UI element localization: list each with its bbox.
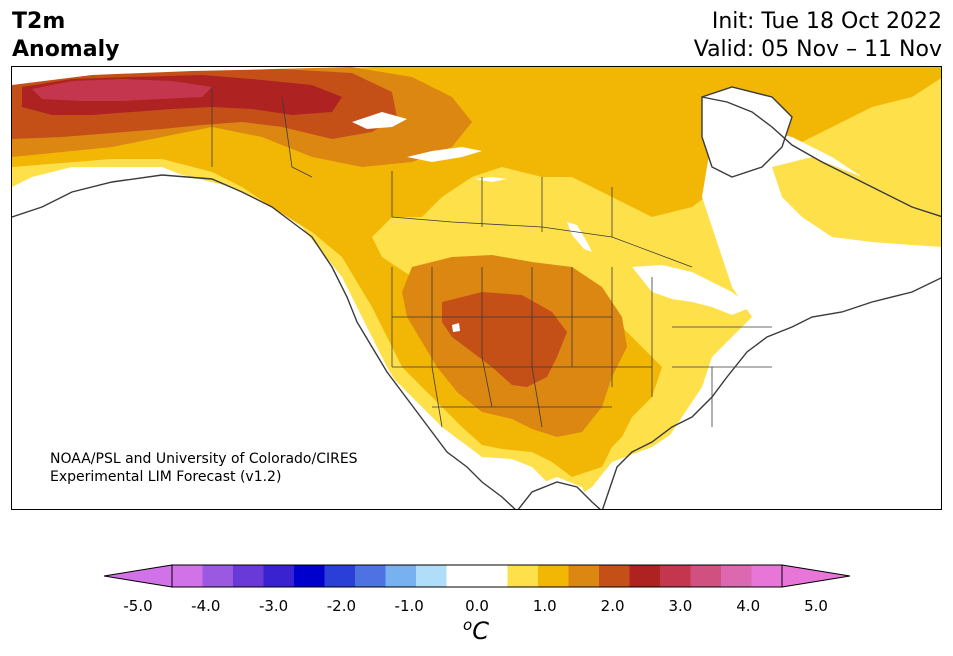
colorbar-cell	[660, 565, 691, 587]
credit-line-1: NOAA/PSL and University of Colorado/CIRE…	[50, 451, 358, 467]
colorbar-cell	[568, 565, 600, 587]
credit-line-2: Experimental LIM Forecast (v1.2)	[50, 469, 281, 485]
ocean-pacific	[12, 175, 510, 509]
great-lakes	[632, 265, 752, 315]
state-province-borders	[211, 87, 772, 428]
colorbar-tick-label: 3.0	[668, 597, 693, 615]
forecast-dates: Init: Tue 18 Oct 2022 Valid: 05 Nov – 11…	[694, 8, 942, 64]
colorbar-cell	[751, 565, 783, 587]
colorbar	[104, 564, 850, 588]
colorbar-tick-label: -3.0	[258, 597, 289, 615]
great-slave-lake	[407, 147, 482, 162]
valid-period: Valid: 05 Nov – 11 Nov	[693, 37, 942, 62]
map-title: T2m Anomaly	[12, 8, 119, 64]
contour-extreme-warm	[32, 79, 212, 101]
colorbar-cells	[172, 565, 783, 587]
colorbar-cell	[629, 565, 661, 587]
colorbar-cell	[355, 565, 386, 587]
map-svg: NOAA/PSL and University of Colorado/CIRE…	[12, 67, 941, 509]
colorbar-cell	[721, 565, 752, 587]
colorbar-cell	[263, 565, 295, 587]
colorbar-outline	[171, 564, 783, 588]
contour-quebec-warm	[772, 157, 941, 247]
colorbar-tick-label: -2.0	[326, 597, 357, 615]
colorbar-cell	[599, 565, 630, 587]
colorbar-tick-label: -4.0	[191, 597, 221, 615]
title-line-1: T2m	[12, 9, 66, 34]
colorbar-cell	[172, 565, 203, 587]
colorbar-max-extend	[781, 564, 850, 588]
great-bear-lake	[352, 112, 407, 129]
colorbar-cell	[385, 565, 417, 587]
great-salt-lake	[452, 323, 460, 332]
lake-winnipeg	[567, 222, 592, 252]
colorbar-cell	[446, 565, 478, 587]
hudson-bay	[702, 87, 792, 177]
ocean-gulf	[513, 477, 592, 509]
colorbar-tick-label: -1.0	[394, 597, 424, 615]
title-line-2: Anomaly	[12, 37, 120, 62]
colorbar-tick-label: 1.0	[532, 597, 557, 615]
units-base: C	[472, 617, 489, 645]
ocean-atlantic	[747, 317, 941, 509]
colorbar-tick-label: 5.0	[804, 597, 828, 615]
colorbar-tick-label: -5.0	[123, 597, 153, 615]
colorbar-cell	[690, 565, 722, 587]
colorbar-tick-label: 0.0	[465, 597, 489, 615]
colorbar-cell	[477, 565, 508, 587]
colorbar-min-extend	[104, 564, 173, 588]
colorbar-tick-label: 2.0	[600, 597, 625, 615]
colorbar-cell	[416, 565, 447, 587]
init-date: Init: Tue 18 Oct 2022	[711, 9, 942, 34]
coastlines	[12, 86, 941, 509]
colorbar-cell	[538, 565, 569, 587]
colorbar-cell	[507, 565, 539, 587]
units-degree: o	[463, 616, 473, 634]
units-label: oC	[463, 616, 489, 645]
colorbar-cell	[233, 565, 264, 587]
colorbar-cell	[324, 565, 356, 587]
contour-strong-warm	[442, 292, 567, 387]
anomaly-map: NOAA/PSL and University of Colorado/CIRE…	[11, 66, 942, 510]
colorbar-tick-label: 4.0	[736, 597, 761, 615]
colorbar-cell	[294, 565, 325, 587]
colorbar-cell	[202, 565, 234, 587]
